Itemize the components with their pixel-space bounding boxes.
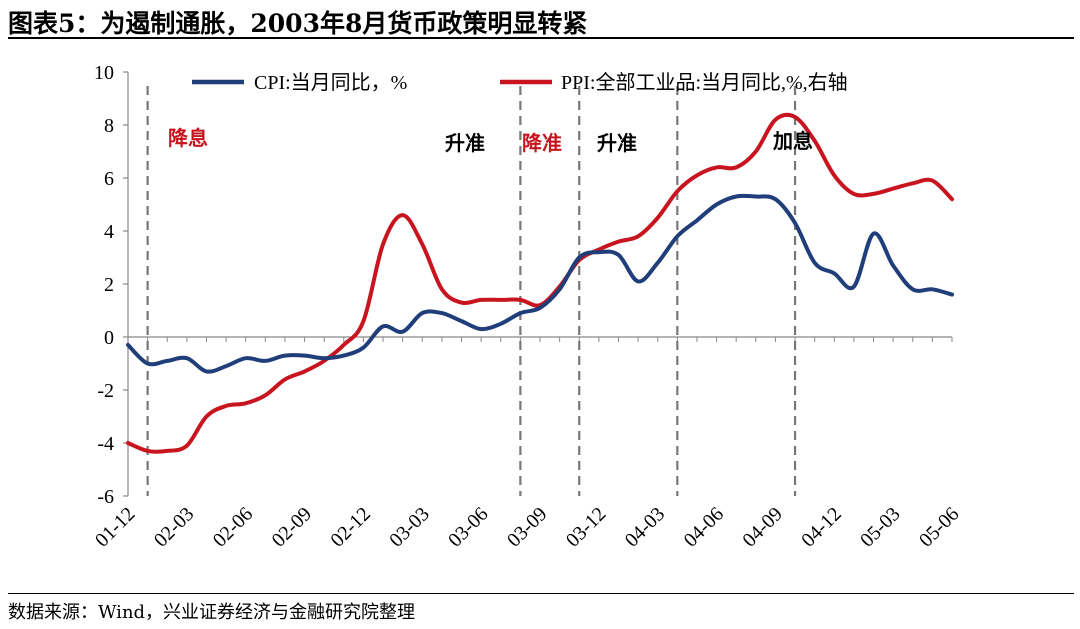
x-tick-label: 02-09 — [268, 503, 317, 552]
ppi-series-line — [126, 112, 954, 454]
x-tick-label: 01-12 — [91, 503, 140, 552]
x-tick-label: 04-03 — [621, 503, 670, 552]
cpi-series-line — [126, 193, 954, 374]
event-annotation: 降准 — [522, 131, 562, 155]
x-tick-label: 04-06 — [680, 503, 729, 552]
x-tick-label: 04-12 — [797, 503, 846, 552]
x-tick-label: 05-03 — [856, 503, 905, 552]
x-tick-label: 02-12 — [326, 503, 375, 552]
x-tick-label: 04-09 — [738, 503, 787, 552]
y-tick-label: 10 — [94, 62, 114, 84]
y-tick-label: 0 — [104, 327, 114, 349]
x-tick-label: 03-06 — [444, 503, 493, 552]
x-tick-label: 03-03 — [385, 503, 434, 552]
y-tick-label: 8 — [104, 115, 114, 137]
event-annotation: 升准 — [445, 131, 485, 155]
footer-rule — [8, 593, 1074, 594]
source-note: 数据来源：Wind，兴业证券经济与金融研究院整理 — [8, 602, 416, 623]
title-rule — [8, 37, 1074, 39]
x-tick-label: 03-09 — [503, 503, 552, 552]
page-title: 图表5：为遏制通胀，2003年8月货币政策明显转紧 — [8, 9, 588, 38]
y-tick-label: 4 — [104, 221, 114, 243]
y-tick-label: 2 — [104, 274, 114, 296]
legend-ppi-label: PPI:全部工业品:当月同比,%,右轴 — [561, 71, 848, 94]
x-tick-label: 03-12 — [562, 503, 611, 552]
event-annotation: 升准 — [597, 131, 637, 155]
x-tick-label: 05-06 — [915, 503, 964, 552]
y-tick-label: 6 — [104, 168, 114, 190]
legend-cpi-label: CPI:当月同比，% — [254, 71, 407, 94]
y-tick-label: -4 — [97, 433, 114, 455]
y-tick-label: -2 — [97, 380, 114, 402]
event-annotation: 加息 — [772, 129, 813, 153]
event-annotation: 降息 — [168, 126, 208, 150]
x-tick-label: 02-03 — [150, 503, 199, 552]
y-tick-label: -6 — [97, 486, 114, 508]
x-tick-label: 02-06 — [209, 503, 258, 552]
